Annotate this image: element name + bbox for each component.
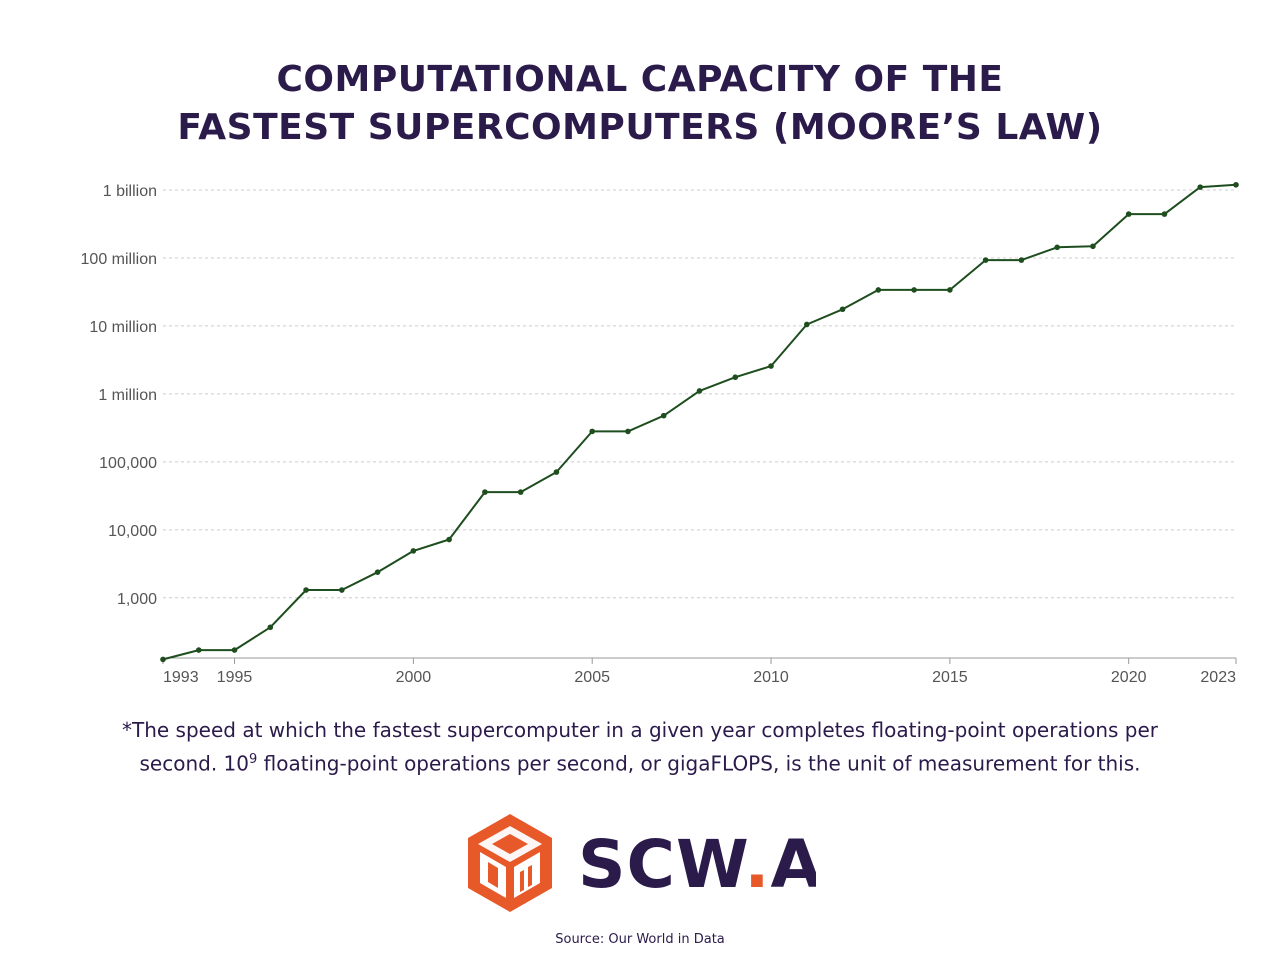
y-tick-label: 10,000 <box>108 523 157 540</box>
data-point <box>839 306 846 313</box>
data-point <box>517 489 524 495</box>
data-point <box>947 287 953 293</box>
logo-dot: . <box>744 826 770 903</box>
scwai-logo: SCW.AI <box>468 814 816 912</box>
svg-text:SCW.AI: SCW.AI <box>578 826 816 903</box>
data-point <box>1054 244 1060 251</box>
data-point <box>982 257 989 263</box>
data-point <box>1197 184 1204 190</box>
data-point <box>732 374 739 381</box>
data-point <box>696 388 703 394</box>
footnote-superscript: 9 <box>248 752 258 767</box>
x-tick-label: 2010 <box>753 669 789 686</box>
data-point <box>1090 243 1096 250</box>
data-point <box>660 412 667 419</box>
data-point <box>589 428 595 435</box>
data-point <box>1018 257 1025 263</box>
data-point <box>768 363 774 369</box>
x-tick-label: 1995 <box>217 669 253 686</box>
data-point <box>1125 211 1132 217</box>
data-point <box>303 587 309 593</box>
x-tick-label: 2023 <box>1200 669 1236 686</box>
logo-text-scw: SCW <box>578 826 747 903</box>
x-tick-label: 1993 <box>163 669 199 686</box>
data-point <box>625 428 631 435</box>
chart-title: COMPUTATIONAL CAPACITY OF THE FASTEST SU… <box>0 56 1280 152</box>
line-chart: 1,000 10,000 100,000 1 million 10 million 100… <box>81 181 1239 686</box>
data-point <box>195 647 202 653</box>
data-point <box>160 656 166 663</box>
series-line <box>162 183 1237 661</box>
x-tick-label: 2020 <box>1111 669 1147 686</box>
data-point <box>267 624 274 631</box>
chart-title-line-1: COMPUTATIONAL CAPACITY OF THE <box>276 59 1004 100</box>
data-point <box>231 647 238 653</box>
x-tick-label: 2000 <box>396 669 432 686</box>
footnote-text-2: floating-point operations per second, or… <box>257 751 1141 776</box>
data-point <box>911 287 917 293</box>
data-point <box>446 536 452 543</box>
y-tick-label: 1 billion <box>103 183 157 200</box>
source-note: Source: Our World in Data <box>555 932 725 947</box>
data-point <box>553 469 560 475</box>
y-tick-label: 100,000 <box>99 455 157 472</box>
data-point <box>410 548 417 554</box>
chart-title-line-2: FASTEST SUPERCOMPUTERS (MOORE’S LAW) <box>177 107 1103 148</box>
y-tick-label: 100 million <box>81 251 157 268</box>
data-point <box>339 587 345 593</box>
footnote-text-1: *The speed at which the fastest supercom… <box>121 718 1159 776</box>
box-cube-logo-icon <box>468 814 552 912</box>
data-point <box>875 287 882 293</box>
logo-text-ai: AI <box>770 826 816 903</box>
footnote: *The speed at which the fastest supercom… <box>80 716 1200 779</box>
data-point <box>1161 211 1168 217</box>
x-tick-label: 2015 <box>932 669 968 686</box>
data-point <box>482 489 488 495</box>
data-point <box>374 569 381 575</box>
y-tick-label: 1,000 <box>117 591 157 608</box>
data-point <box>1233 181 1239 188</box>
x-tick-label: 2005 <box>574 669 610 686</box>
y-tick-label: 10 million <box>89 319 157 336</box>
y-tick-label: 1 million <box>98 387 157 404</box>
data-point <box>804 321 810 328</box>
